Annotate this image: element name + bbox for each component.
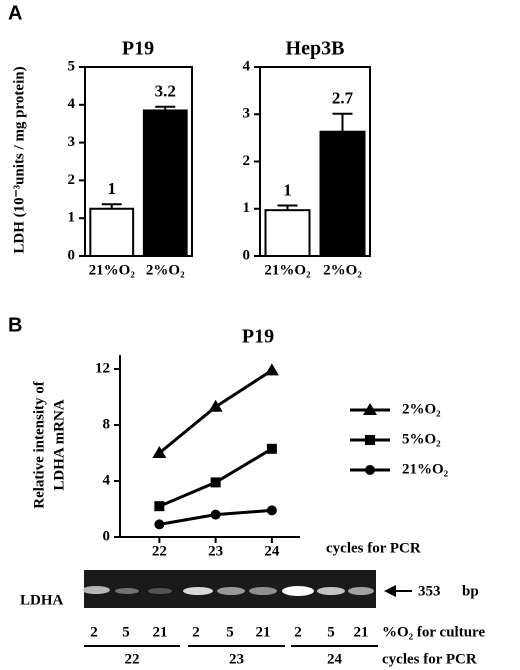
legend-label: 5%O₂ [402,431,441,447]
annotation: 2.7 [332,89,354,108]
lane-label: 5 [327,624,335,640]
x-tick-label: 21%O₂ [264,262,311,278]
y-tick-label: 3 [68,134,76,150]
marker [264,363,279,376]
groups-label: cycles for PCR [382,651,477,667]
gel-band [115,588,139,594]
annotation: 3.2 [155,82,176,101]
gel-band [183,587,213,595]
chart-title: Hep3B [286,38,345,60]
group-label: 24 [327,651,343,667]
gel: LDHA 353 bp %O₂ for culture cycles for P… [20,570,485,667]
lane-label: 21 [153,624,168,640]
x-tick-label: 24 [264,543,280,559]
chart-title: P19 [122,38,154,60]
marker [266,443,277,454]
y-tick-label: 0 [243,247,251,263]
lane-label: 5 [122,624,130,640]
panel-label: A [8,2,22,24]
y-axis-label: Relative intensity of [31,380,47,508]
gel-band [348,587,374,595]
lane-label: 2 [90,624,98,640]
bar [264,209,311,257]
y-tick-label: 8 [103,416,111,432]
marker [210,477,221,488]
gel-band [282,586,314,596]
gel-band [82,586,110,594]
annotation: 1 [108,179,117,198]
lane-label: 21 [256,624,271,640]
group-label: 23 [229,651,244,667]
marker [208,399,223,412]
panel-label: B [8,314,22,336]
legend-label: 2%O₂ [402,401,441,417]
error-bar [277,204,298,211]
gel-band [148,588,172,594]
band-unit: bp [462,583,479,599]
y-tick-label: 5 [68,58,76,74]
bar [89,207,135,257]
marker [154,501,165,512]
error-bar [101,203,122,209]
gel-label: LDHA [20,592,64,608]
lane-label: 21 [354,624,369,640]
chart-title: P19 [242,326,274,348]
y-tick-label: 12 [95,360,110,376]
legend-marker [365,465,375,475]
group-label: 22 [125,651,140,667]
gel-band [317,587,345,595]
legend-marker [365,435,375,445]
gel-band [249,587,277,595]
band-size: 353 [418,583,441,599]
y-tick-label: 4 [103,472,111,488]
legend-marker [363,403,377,415]
y-tick-label: 4 [243,58,251,74]
y-tick-label: 0 [103,528,111,544]
error-bar [155,105,176,111]
y-tick-label: 0 [68,247,76,263]
bar [142,109,188,257]
plot-frame [259,66,371,257]
lane-label: 2 [294,624,302,640]
marker [266,505,277,516]
y-tick-label: 2 [243,153,251,169]
arrow-head [384,585,396,597]
y-tick-label: 4 [68,96,76,112]
x-axis-label: cycles for PCR [326,540,421,556]
x-tick-label: 22 [152,543,167,559]
marker [210,509,221,520]
y-tick-label: 2 [68,172,76,188]
x-tick-label: 2%O₂ [323,262,362,278]
error-bar [332,112,353,132]
x-tick-label: 21%O₂ [89,262,136,278]
y-axis-label: LDH (10⁻³units / mg protein) [11,66,27,253]
x-tick-label: 23 [208,543,223,559]
bar [319,130,366,257]
y-tick-label: 1 [243,200,251,216]
y-tick-label: 1 [68,210,76,226]
lane-label: 5 [226,624,234,640]
gel-band [217,587,245,595]
plot-frame [84,66,193,257]
lane-label: 2 [192,624,200,640]
y-tick-label: 3 [243,106,251,122]
y-axis-label: LDHA mRNA [51,399,67,490]
x-tick-label: 2%O₂ [146,262,185,278]
marker [152,446,167,458]
marker [154,519,165,530]
legend-label: 21%O₂ [402,461,449,477]
lanes-label: %O₂ for culture [382,624,485,640]
annotation: 1 [283,180,292,199]
